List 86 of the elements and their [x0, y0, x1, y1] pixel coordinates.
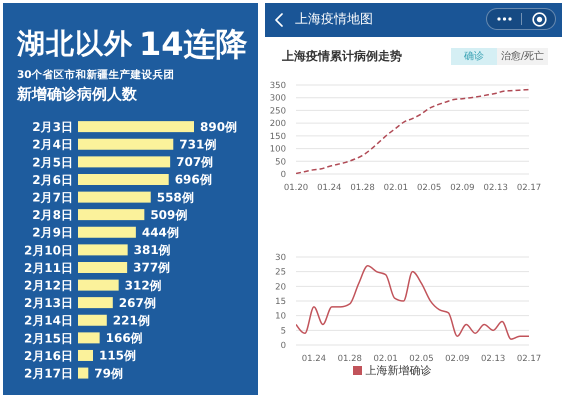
y-tick-label: 2月17日: [24, 366, 73, 380]
x-tick-label: 01.20: [284, 183, 308, 194]
bar: [78, 262, 128, 273]
data-label: 444例: [142, 226, 179, 240]
y-tick-label: 2月3日: [32, 120, 73, 134]
data-label: 558例: [156, 190, 194, 204]
data-label: 707例: [176, 155, 214, 170]
x-tick-label: 01.28: [350, 183, 375, 194]
chart-subtitle: 30个省区市和新疆生产建设兵团: [17, 69, 175, 81]
bar: [78, 244, 128, 256]
data-label: 267例: [118, 296, 156, 310]
bar: [78, 226, 136, 238]
y-tick-label: 2月14日: [24, 314, 73, 328]
y-tick-label: 2月6日: [32, 172, 73, 187]
y-tick-label: 2月11日: [24, 260, 73, 275]
chart-title: 上海疫情累计病例走势: [282, 49, 402, 63]
x-tick-label: 02.17: [516, 354, 542, 364]
x-tick-label: 01.24: [317, 183, 342, 194]
y-tick-label: 100: [270, 144, 286, 155]
data-label: 509例: [150, 208, 188, 222]
x-tick-label: 02.17: [516, 183, 542, 194]
y-tick-label: 0: [280, 170, 286, 180]
x-tick-label: 02.05: [416, 183, 442, 194]
y-tick-label: 150: [270, 132, 286, 142]
tab-button: 治愈/死亡: [497, 48, 548, 65]
bar: [78, 297, 113, 308]
header-bar: 上海疫情地图: [265, 3, 562, 37]
y-tick-label: 50: [275, 157, 286, 168]
data-label: 221例: [112, 314, 150, 328]
bar: [78, 209, 144, 220]
y-tick-label: 2月5日: [32, 155, 73, 170]
bar: [78, 121, 194, 132]
data-label: 731例: [179, 138, 216, 152]
x-tick-label: 02.01: [384, 183, 408, 194]
y-tick-label: 15: [275, 297, 286, 308]
y-tick-label: 200: [270, 119, 286, 130]
y-tick-label: 2月16日: [24, 348, 73, 363]
text: 14连降: [139, 25, 248, 63]
data-label: 377例: [133, 260, 170, 275]
y-tick-label: 2月7日: [32, 190, 73, 204]
data-label: 312例: [124, 278, 162, 292]
legend-label: 上海新增确诊: [366, 364, 432, 377]
x-tick-label: 02.05: [409, 354, 434, 364]
y-tick-label: 5: [280, 326, 286, 336]
x-tick-label: 01.24: [302, 354, 326, 364]
line-series: [296, 265, 529, 340]
tab-button: 确诊: [451, 48, 497, 65]
y-tick-label: 2月4日: [32, 138, 73, 152]
data-label: 381例: [134, 243, 171, 258]
y-tick-label: 300: [270, 94, 286, 104]
bar: [78, 156, 170, 168]
bar: [78, 138, 174, 150]
y-tick-label: 30: [275, 253, 286, 264]
bar: [78, 314, 107, 326]
y-tick-label: 350: [270, 81, 286, 92]
data-label: 890例: [200, 120, 238, 134]
y-tick-label: 0: [280, 341, 286, 352]
y-tick-label: 2月8日: [32, 208, 73, 222]
bar: [78, 332, 100, 344]
y-tick-label: 20: [275, 282, 286, 292]
chart-title: 湖北以外: [17, 27, 133, 60]
data-label: 166例: [106, 331, 143, 346]
data-label: 115例: [98, 348, 136, 363]
y-tick-label: 2月12日: [24, 278, 73, 292]
text: 新增确诊病例人数: [17, 85, 137, 103]
bar: [78, 174, 169, 185]
line-series: [296, 88, 529, 174]
y-tick-label: 10: [275, 312, 286, 322]
y-tick-label: 2月9日: [32, 226, 73, 240]
x-tick-label: 02.01: [373, 354, 398, 364]
data-label: 79例: [94, 366, 123, 380]
x-tick-label: 02.13: [480, 354, 506, 364]
y-tick-label: 2月10日: [24, 243, 73, 258]
y-tick-label: 25: [275, 268, 286, 278]
bar: [78, 280, 119, 291]
bar: [78, 350, 93, 361]
x-tick-label: 01.28: [338, 354, 362, 364]
x-tick-label: 02.13: [484, 183, 508, 194]
bar: [78, 368, 88, 379]
x-tick-label: 02.09: [445, 354, 470, 364]
y-tick-label: 2月13日: [24, 296, 73, 310]
x-tick-label: 02.09: [450, 183, 475, 194]
y-tick-label: 2月15日: [24, 331, 73, 346]
y-tick-label: 250: [270, 106, 286, 116]
bar: [78, 192, 151, 203]
data-label: 696例: [174, 172, 212, 187]
